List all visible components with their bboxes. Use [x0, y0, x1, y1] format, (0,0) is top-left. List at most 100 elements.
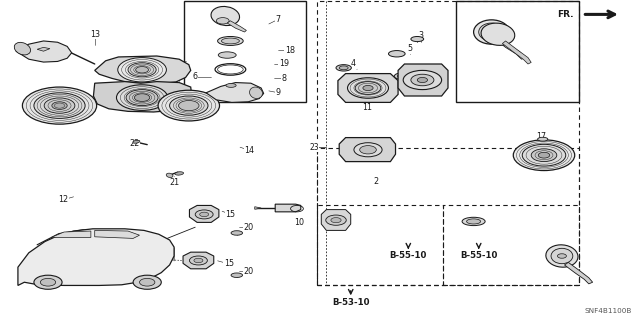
Polygon shape	[16, 41, 72, 62]
Circle shape	[538, 152, 550, 158]
Ellipse shape	[250, 87, 262, 99]
Text: 14: 14	[244, 146, 255, 155]
Polygon shape	[398, 64, 448, 96]
Circle shape	[179, 100, 199, 111]
Polygon shape	[183, 252, 214, 269]
Polygon shape	[339, 138, 396, 162]
Circle shape	[513, 140, 575, 171]
Ellipse shape	[336, 65, 351, 71]
Ellipse shape	[339, 66, 348, 70]
Text: 15: 15	[224, 260, 234, 268]
Bar	[184, 1, 306, 102]
Ellipse shape	[211, 6, 239, 26]
Polygon shape	[502, 41, 531, 64]
Circle shape	[44, 98, 75, 113]
Circle shape	[134, 94, 150, 101]
Text: B-55-10: B-55-10	[460, 252, 497, 260]
Ellipse shape	[221, 38, 239, 44]
Text: 15: 15	[225, 210, 236, 219]
Text: 19: 19	[279, 60, 289, 68]
Circle shape	[34, 93, 85, 118]
Ellipse shape	[479, 23, 504, 41]
Text: SNF4B1100B: SNF4B1100B	[585, 308, 632, 314]
Circle shape	[417, 77, 428, 83]
Ellipse shape	[132, 140, 140, 143]
Ellipse shape	[462, 217, 485, 226]
Bar	[443, 205, 579, 285]
Circle shape	[126, 90, 158, 106]
Ellipse shape	[411, 36, 424, 42]
Polygon shape	[255, 207, 261, 209]
Text: 2: 2	[373, 177, 378, 186]
Bar	[456, 1, 579, 102]
Circle shape	[326, 215, 346, 225]
Text: B-55-10: B-55-10	[390, 252, 427, 260]
Text: 13: 13	[90, 30, 100, 39]
Ellipse shape	[226, 84, 236, 87]
Ellipse shape	[231, 273, 243, 277]
Text: 7: 7	[276, 15, 281, 24]
Text: FR.: FR.	[557, 10, 574, 19]
Polygon shape	[51, 231, 91, 237]
Circle shape	[194, 258, 203, 263]
Text: 21: 21	[169, 178, 179, 187]
Circle shape	[360, 146, 376, 154]
Polygon shape	[95, 56, 191, 83]
Text: 8: 8	[282, 74, 287, 83]
Polygon shape	[95, 230, 140, 238]
Text: 17: 17	[536, 132, 546, 141]
Text: 6: 6	[193, 72, 198, 81]
Ellipse shape	[474, 20, 509, 44]
Circle shape	[189, 256, 207, 265]
Circle shape	[195, 210, 213, 219]
Text: 18: 18	[285, 46, 295, 55]
Circle shape	[557, 254, 566, 258]
Circle shape	[411, 74, 434, 86]
Polygon shape	[321, 210, 351, 230]
Text: 4: 4	[351, 60, 356, 68]
Circle shape	[354, 143, 382, 157]
Circle shape	[331, 218, 341, 223]
Text: 11: 11	[362, 103, 372, 112]
Circle shape	[136, 67, 148, 73]
Polygon shape	[564, 262, 593, 284]
Polygon shape	[275, 204, 301, 212]
Text: 5: 5	[407, 44, 412, 53]
Text: 20: 20	[243, 223, 253, 232]
Bar	[317, 205, 443, 285]
Circle shape	[363, 85, 373, 91]
Text: 20: 20	[243, 267, 253, 276]
Circle shape	[22, 87, 97, 124]
Text: 4: 4	[420, 82, 425, 91]
Ellipse shape	[481, 23, 515, 45]
Ellipse shape	[388, 51, 405, 57]
Ellipse shape	[231, 231, 243, 235]
Text: B-53-10: B-53-10	[332, 298, 369, 307]
Circle shape	[133, 275, 161, 289]
Circle shape	[40, 278, 56, 286]
Circle shape	[118, 58, 166, 82]
Circle shape	[200, 212, 209, 217]
Polygon shape	[93, 82, 192, 112]
Ellipse shape	[397, 74, 406, 78]
Text: 22: 22	[129, 140, 140, 148]
Polygon shape	[338, 74, 398, 102]
Ellipse shape	[175, 172, 184, 175]
Polygon shape	[37, 47, 50, 51]
Bar	[317, 1, 579, 285]
Circle shape	[531, 149, 557, 162]
Ellipse shape	[394, 73, 410, 79]
Circle shape	[486, 29, 497, 35]
Circle shape	[140, 278, 155, 286]
Bar	[317, 148, 579, 285]
Ellipse shape	[166, 173, 173, 178]
Circle shape	[522, 144, 566, 166]
Polygon shape	[189, 205, 219, 222]
Polygon shape	[227, 21, 246, 32]
Ellipse shape	[218, 52, 236, 58]
Ellipse shape	[14, 42, 31, 55]
Polygon shape	[18, 229, 174, 285]
Ellipse shape	[551, 248, 573, 264]
Circle shape	[34, 275, 62, 289]
Polygon shape	[497, 38, 525, 59]
